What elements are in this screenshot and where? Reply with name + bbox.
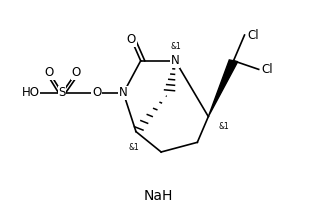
Text: HO: HO: [21, 86, 40, 100]
Text: O: O: [92, 86, 101, 100]
Text: O: O: [45, 66, 54, 79]
Text: &1: &1: [171, 42, 181, 51]
Text: &1: &1: [218, 122, 229, 131]
Text: Cl: Cl: [248, 29, 259, 41]
Text: O: O: [127, 33, 136, 46]
Text: Cl: Cl: [262, 63, 273, 76]
Text: S: S: [58, 86, 66, 100]
Text: N: N: [171, 54, 180, 67]
Text: &1: &1: [128, 143, 139, 152]
Polygon shape: [208, 60, 238, 117]
Text: N: N: [119, 86, 128, 100]
Text: NaH: NaH: [143, 189, 173, 203]
Text: O: O: [72, 66, 81, 79]
